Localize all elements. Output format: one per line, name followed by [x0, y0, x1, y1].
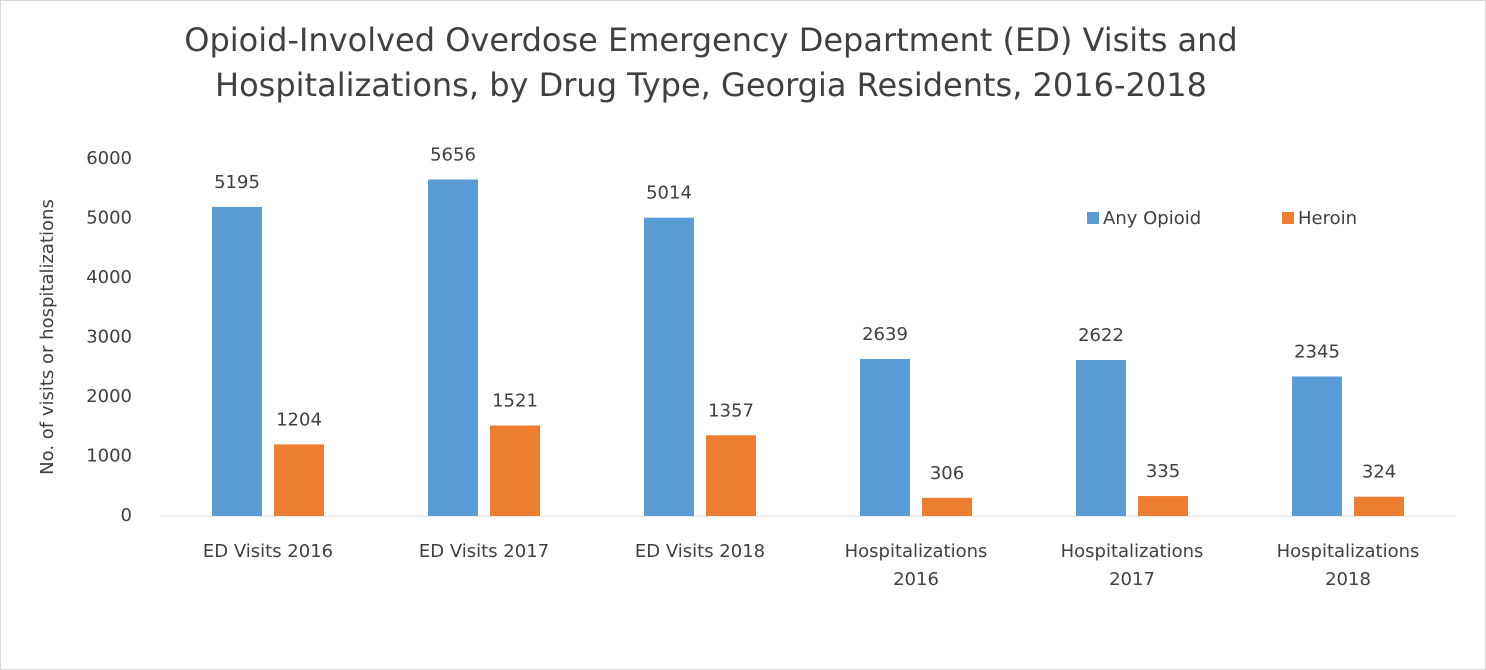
data-label: 5195 [214, 172, 260, 193]
y-tick-label: 1000 [86, 446, 132, 467]
bar [706, 435, 756, 516]
legend-label: Any Opioid [1103, 208, 1201, 229]
bar [274, 444, 324, 516]
data-label: 324 [1362, 462, 1396, 483]
legend-label: Heroin [1298, 208, 1357, 229]
y-tick-label: 6000 [86, 148, 132, 169]
x-tick-label: ED Visits 2018 [634, 541, 766, 562]
bar [1292, 376, 1342, 516]
x-tick-label: Hospitalizations 2017 [1060, 541, 1204, 590]
bar [1354, 496, 1404, 516]
data-label: 1357 [708, 400, 754, 421]
bar [644, 217, 694, 517]
x-tick-label: ED Visits 2017 [418, 541, 550, 562]
data-label: 2622 [1078, 325, 1124, 346]
x-tick-label: ED Visits 2016 [202, 541, 334, 562]
data-label: 335 [1146, 461, 1180, 482]
bar [922, 497, 972, 516]
y-tick-label: 4000 [86, 267, 132, 288]
legend-swatch [1087, 212, 1099, 224]
y-tick-label: 3000 [86, 327, 132, 348]
data-label: 2639 [862, 324, 908, 345]
title-box: Opioid-Involved Overdose Emergency Depar… [184, 21, 1238, 104]
data-label: 1204 [276, 409, 322, 430]
data-label: 5014 [646, 183, 692, 204]
data-label: 2345 [1294, 341, 1340, 362]
bar [490, 425, 540, 516]
x-tick-label: Hospitalizations 2016 [844, 541, 988, 590]
y-tick-label: 5000 [86, 208, 132, 229]
data-label: 306 [930, 463, 964, 484]
y-tick-label: 0 [121, 505, 132, 526]
bar [1138, 496, 1188, 516]
y-tick-label: 2000 [86, 386, 132, 407]
data-label: 1521 [492, 391, 538, 412]
chart-title: Opioid-Involved Overdose Emergency Depar… [184, 21, 1238, 104]
legend-swatch [1282, 212, 1294, 224]
y-axis-label: No. of visits or hospitalizations [37, 199, 58, 475]
bar [212, 206, 262, 516]
bar [860, 358, 910, 516]
bar [428, 179, 478, 516]
bar [1076, 359, 1126, 516]
data-label: 5656 [430, 144, 476, 165]
x-tick-label: Hospitalizations 2018 [1276, 541, 1420, 590]
